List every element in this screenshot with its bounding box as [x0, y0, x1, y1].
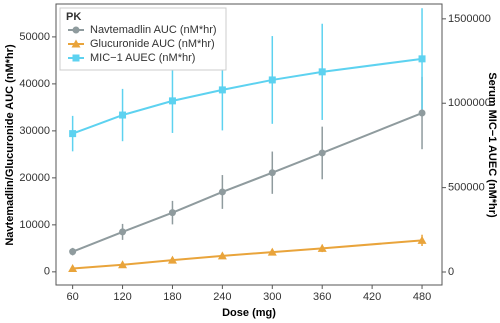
- marker: [418, 109, 426, 117]
- marker: [68, 264, 78, 273]
- legend: PK Navtemadlin AUC (nM*hr) Glucuronide AUC…: [59, 7, 227, 71]
- marker: [267, 247, 277, 256]
- legend-label: MIC−1 AUEC (nM*hr): [90, 52, 195, 64]
- x-tick-label: 60: [67, 291, 79, 303]
- marker: [318, 149, 326, 157]
- legend-box: [59, 7, 227, 71]
- x-tick-label: 120: [113, 291, 131, 303]
- legend-marker: [72, 54, 80, 62]
- marker: [69, 248, 77, 256]
- marker: [218, 86, 226, 94]
- y2-tick-label: 500000: [448, 182, 485, 194]
- marker: [168, 209, 176, 217]
- y-tick-label: 0: [44, 266, 50, 278]
- y-tick-label: 40000: [19, 78, 50, 90]
- x-tick-label: 480: [413, 291, 431, 303]
- legend-title: PK: [66, 11, 81, 23]
- marker: [418, 55, 426, 63]
- marker: [318, 68, 326, 76]
- marker: [317, 243, 327, 252]
- marker: [168, 97, 176, 105]
- x-tick-label: 240: [213, 291, 231, 303]
- legend-marker: [71, 39, 81, 48]
- y-tick-label: 20000: [19, 172, 50, 184]
- y2-tick-label: 0: [448, 266, 454, 278]
- legend-marker: [72, 26, 80, 34]
- legend-label: Navtemadlin AUC (nM*hr): [90, 24, 217, 36]
- marker: [119, 111, 127, 119]
- y-axis-title: Navtemadlin/Glucuronide AUC (nM*hr): [4, 44, 16, 246]
- y-tick-label: 30000: [19, 125, 50, 137]
- x-tick-label: 420: [363, 291, 381, 303]
- marker: [167, 255, 177, 264]
- marker: [217, 251, 227, 260]
- marker: [118, 260, 128, 269]
- x-tick-label: 300: [263, 291, 281, 303]
- x-tick-label: 180: [163, 291, 181, 303]
- marker: [69, 130, 77, 138]
- marker: [417, 235, 427, 244]
- y2-tick-label: 1000000: [448, 97, 491, 109]
- x-tick-label: 360: [313, 291, 331, 303]
- legend-label: Glucuronide AUC (nM*hr): [90, 38, 215, 50]
- marker: [268, 76, 276, 84]
- y-tick-label: 10000: [19, 219, 50, 231]
- y-tick-label: 50000: [19, 31, 50, 43]
- x-axis-title: Dose (mg): [222, 307, 276, 319]
- marker: [268, 169, 276, 177]
- marker: [119, 228, 127, 236]
- y2-tick-label: 1500000: [448, 13, 491, 25]
- y2-axis-title: Serum MIC−1 AUEC (nM*hr): [486, 72, 498, 218]
- marker: [218, 188, 226, 196]
